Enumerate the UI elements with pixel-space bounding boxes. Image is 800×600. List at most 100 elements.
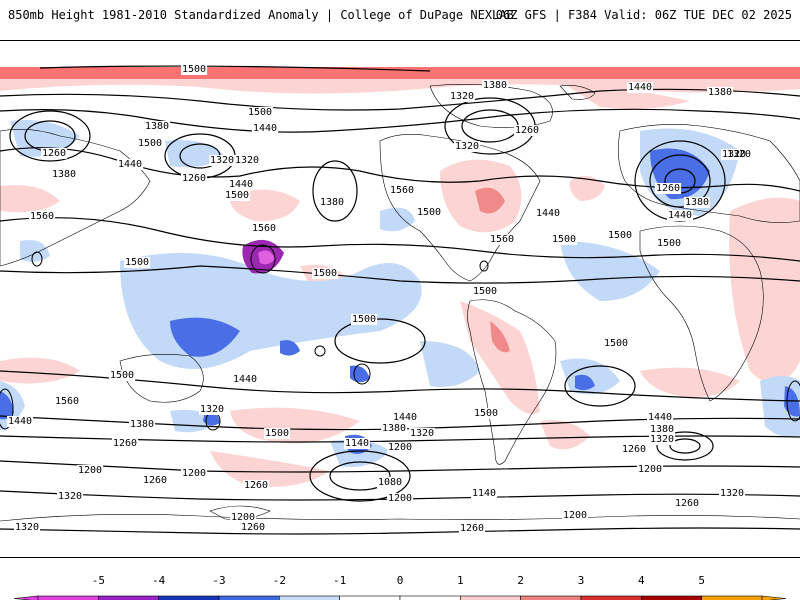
contour-label: 1320 xyxy=(15,522,39,533)
contour-label: 1320 xyxy=(650,434,674,445)
positive-anomaly-regions xyxy=(0,81,800,487)
contour-label: 1500 xyxy=(225,190,249,201)
contour-small-cell-5 xyxy=(479,260,489,272)
contour-label-background xyxy=(684,197,711,208)
contour-label-background xyxy=(351,314,378,325)
colorbar-segment xyxy=(339,595,401,600)
contour-label: 1380 xyxy=(145,121,169,132)
contour-label-background xyxy=(637,464,664,475)
contour-label-background xyxy=(649,424,676,435)
contour-label-background xyxy=(454,141,481,152)
colorbar-label: -3 xyxy=(212,574,225,587)
colorbar-segment xyxy=(460,595,521,600)
contour-label: 1320 xyxy=(210,155,234,166)
colorbar-segment xyxy=(641,595,702,600)
contour-label: 1440 xyxy=(648,412,672,423)
south-atlantic-moderate-negative xyxy=(575,374,595,391)
contour-label-background xyxy=(181,64,208,75)
strong-positive-regions xyxy=(475,187,510,353)
contour-label: 1500 xyxy=(352,314,376,325)
contour-label-background xyxy=(667,210,694,221)
contour-label-background xyxy=(647,412,674,423)
contour-label-background xyxy=(228,179,255,190)
contour-label: 1500 xyxy=(182,64,206,75)
contour-label-background xyxy=(719,488,746,499)
contour-label-background xyxy=(387,442,414,453)
contour-small-cell-7 xyxy=(0,388,14,430)
australia-coast xyxy=(119,354,204,403)
pacific-moderate-negative-2 xyxy=(280,340,300,356)
colorbar-label: 1 xyxy=(457,574,464,587)
contour-label: 1500 xyxy=(417,207,441,218)
map-panel[interactable]: 1500 1380 1440 1380 1320 1260 1320 1500 … xyxy=(0,40,800,558)
contour-low-south-pacific xyxy=(309,450,411,502)
pacific-moderate-negative xyxy=(170,317,240,357)
contour-label: 1380 xyxy=(130,419,154,430)
contour-small-cell-2 xyxy=(353,363,371,385)
contour-label: 1500 xyxy=(313,268,337,279)
colorbar-label: -5 xyxy=(92,574,105,587)
contour-label: 1440 xyxy=(8,416,32,427)
contour-label-background xyxy=(459,523,486,534)
contour-label: 1200 xyxy=(388,442,412,453)
contour-label-background xyxy=(471,488,498,499)
contour-label-background xyxy=(29,211,56,222)
contour-1500-arctic xyxy=(39,65,431,72)
contour-label: 1500 xyxy=(604,338,628,349)
contour-label: 1200 xyxy=(638,464,662,475)
contour-small-cell-6 xyxy=(250,244,276,274)
contour-label-background xyxy=(416,207,443,218)
contour-label-background xyxy=(409,428,436,439)
contour-label: 1260 xyxy=(244,480,268,491)
colorbar-label: -1 xyxy=(333,574,346,587)
contour-label-background xyxy=(77,465,104,476)
south-america-negative xyxy=(420,341,480,387)
contour-label: 1440 xyxy=(628,82,652,93)
anomaly-map[interactable]: 1500 1380 1440 1380 1320 1260 1320 1500 … xyxy=(0,41,800,558)
colorbar-segment xyxy=(37,595,99,600)
contour-label-background xyxy=(54,396,81,407)
contour-small-cell-8 xyxy=(786,380,800,422)
contour-label: 1380 xyxy=(382,423,406,434)
contour-label-background xyxy=(392,412,419,423)
contour-label-background xyxy=(199,404,226,415)
contour-label: 1500 xyxy=(474,408,498,419)
colorbar-left-arrow xyxy=(13,595,39,600)
contour-label-background xyxy=(124,257,151,268)
colorbar-segment xyxy=(520,595,582,600)
contour-label-background xyxy=(562,510,589,521)
asia-coast xyxy=(0,129,151,267)
colorbar-graphic: -5 -4 -3 -2 -1 0 1 2 3 4 5 xyxy=(13,574,787,600)
contour-label: 1320 xyxy=(722,149,746,160)
contour-label: 1500 xyxy=(657,238,681,249)
contour-label-background xyxy=(674,498,701,509)
contour-label: 1380 xyxy=(685,197,709,208)
pacific-extreme-negative xyxy=(258,250,275,265)
contour-low-pacific xyxy=(312,160,358,222)
contour-1380-north xyxy=(0,108,800,133)
contour-label-background xyxy=(389,185,416,196)
contour-label-background xyxy=(381,423,408,434)
south-atlantic-positive xyxy=(540,420,590,450)
contour-label: 1200 xyxy=(231,512,255,523)
colorbar-segment xyxy=(218,595,280,600)
colorbar-label: -4 xyxy=(152,574,166,587)
contour-1320-antarctic xyxy=(0,527,800,535)
contour-label: 1560 xyxy=(390,185,414,196)
contour-1440-north xyxy=(0,88,800,111)
south-pacific-positive-2 xyxy=(210,451,330,487)
wpac-positive xyxy=(0,185,60,213)
contour-label: 1260 xyxy=(622,444,646,455)
contour-label-background xyxy=(232,374,259,385)
contour-label-background xyxy=(144,121,171,132)
contour-label: 1320 xyxy=(58,491,82,502)
map-title: 850mb Height 1981-2010 Standardized Anom… xyxy=(8,8,514,22)
contour-label: 1380 xyxy=(483,80,507,91)
model-run-info: 06Z GFS | F384 Valid: 06Z TUE DEC 02 202… xyxy=(495,8,792,22)
colorbar-label: 5 xyxy=(698,574,705,587)
contour-label-background xyxy=(224,190,251,201)
contour-label-background xyxy=(655,183,682,194)
contour-label-background xyxy=(137,138,164,149)
contour-label-background xyxy=(607,230,634,241)
colorbar-segment xyxy=(98,595,159,600)
